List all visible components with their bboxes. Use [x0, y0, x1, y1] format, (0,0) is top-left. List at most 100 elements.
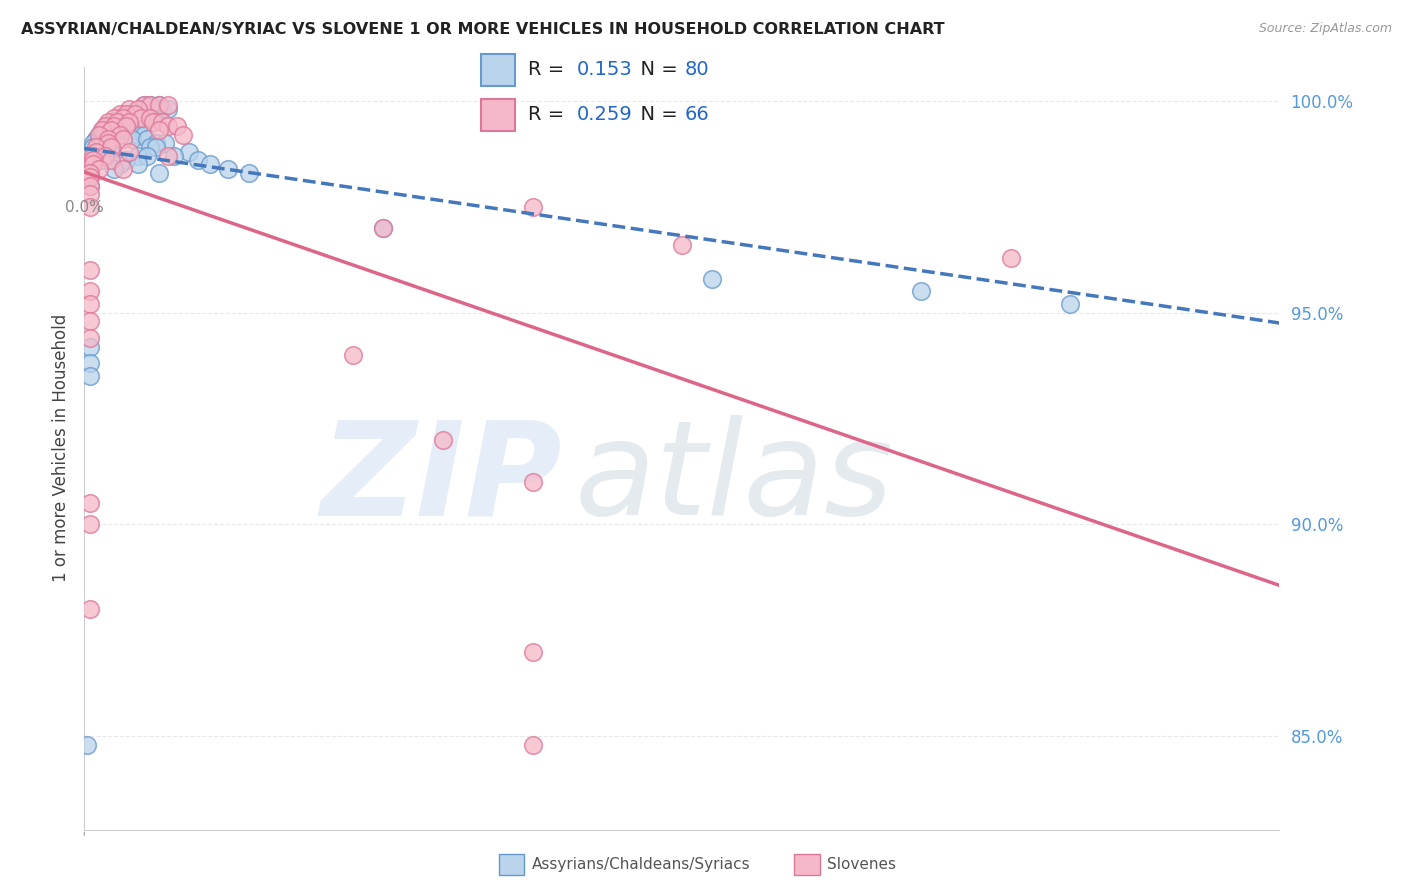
Text: 0.153: 0.153 — [576, 61, 633, 79]
Point — [79, 169, 101, 184]
Point — [127, 111, 149, 125]
Point — [132, 98, 156, 112]
Point — [79, 285, 101, 299]
Point — [136, 132, 159, 146]
Point — [118, 115, 141, 129]
Point — [115, 111, 138, 125]
Text: R =: R = — [527, 61, 569, 79]
Point — [124, 115, 146, 129]
Point — [217, 161, 239, 176]
Point — [110, 106, 132, 120]
Point — [79, 356, 101, 370]
Point — [82, 136, 104, 150]
Point — [198, 157, 221, 171]
Point — [94, 149, 117, 163]
Text: 80: 80 — [685, 61, 710, 79]
Point — [1000, 251, 1022, 265]
Point — [79, 314, 101, 328]
Point — [89, 136, 111, 150]
Point — [97, 132, 120, 146]
Point — [127, 102, 149, 116]
Point — [79, 339, 101, 353]
Point — [124, 106, 146, 120]
Point — [238, 166, 260, 180]
Point — [89, 128, 111, 142]
FancyBboxPatch shape — [481, 54, 516, 86]
Point — [91, 128, 114, 142]
Point — [342, 348, 364, 362]
Point — [373, 220, 395, 235]
Point — [100, 123, 122, 137]
Point — [671, 237, 693, 252]
Point — [103, 161, 125, 176]
Point — [79, 169, 101, 184]
Point — [103, 111, 125, 125]
Point — [86, 145, 108, 159]
Point — [79, 369, 101, 384]
Text: 0.0%: 0.0% — [65, 201, 104, 215]
Point — [79, 602, 101, 616]
FancyBboxPatch shape — [481, 99, 516, 131]
Point — [118, 145, 141, 159]
Point — [112, 115, 135, 129]
Text: atlas: atlas — [575, 416, 893, 542]
Point — [115, 119, 138, 133]
Point — [432, 433, 454, 447]
Point — [148, 123, 170, 137]
Point — [82, 140, 104, 154]
Point — [86, 132, 108, 146]
Point — [94, 123, 117, 137]
Y-axis label: 1 or more Vehicles in Household: 1 or more Vehicles in Household — [52, 314, 70, 582]
Point — [91, 153, 114, 168]
Point — [105, 115, 128, 129]
Point — [86, 145, 108, 159]
Point — [110, 111, 132, 125]
Point — [82, 157, 104, 171]
Point — [522, 644, 544, 658]
Point — [82, 153, 104, 168]
Point — [132, 102, 156, 116]
Point — [139, 98, 162, 112]
Point — [100, 153, 122, 168]
Point — [91, 123, 114, 137]
Point — [110, 119, 132, 133]
Point — [103, 119, 125, 133]
Text: Source: ZipAtlas.com: Source: ZipAtlas.com — [1258, 22, 1392, 36]
Point — [522, 200, 544, 214]
Point — [97, 136, 120, 150]
Point — [97, 123, 120, 137]
Point — [115, 119, 138, 133]
Point — [127, 128, 149, 142]
Point — [89, 161, 111, 176]
Point — [136, 149, 159, 163]
Point — [157, 102, 180, 116]
Point — [121, 123, 143, 137]
Point — [103, 123, 125, 137]
Point — [142, 111, 165, 125]
Point — [139, 98, 162, 112]
Point — [100, 119, 122, 133]
Point — [103, 115, 125, 129]
Point — [79, 178, 101, 193]
Point — [100, 145, 122, 159]
Point — [105, 115, 128, 129]
Point — [94, 128, 117, 142]
Point — [110, 123, 132, 137]
Point — [97, 115, 120, 129]
Point — [94, 119, 117, 133]
Point — [97, 119, 120, 133]
Point — [1059, 297, 1081, 311]
Point — [177, 145, 200, 159]
Point — [139, 140, 162, 154]
Point — [86, 140, 108, 154]
Point — [89, 132, 111, 146]
Point — [163, 149, 186, 163]
Point — [79, 186, 101, 201]
Point — [129, 111, 152, 125]
Point — [157, 149, 180, 163]
Point — [132, 98, 156, 112]
Point — [89, 128, 111, 142]
Text: N =: N = — [628, 105, 685, 124]
Point — [172, 128, 194, 142]
Point — [118, 102, 141, 116]
